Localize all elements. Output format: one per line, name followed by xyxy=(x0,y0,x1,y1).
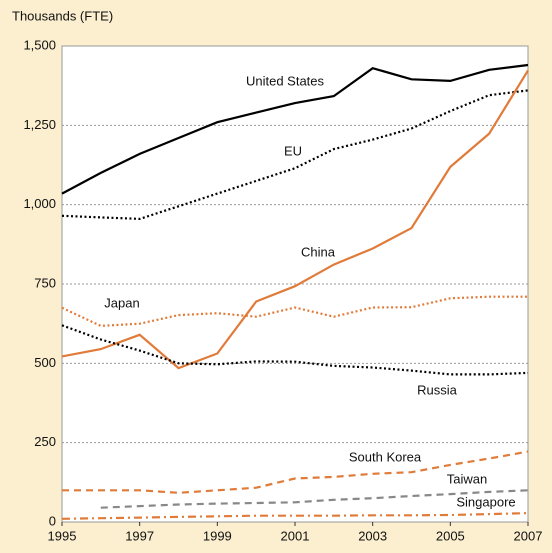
y-tick-label: 250 xyxy=(34,434,56,449)
x-tick-label: 1999 xyxy=(203,528,232,543)
series-line xyxy=(61,69,529,370)
y-tick-label: 500 xyxy=(34,355,56,370)
series-label: EU xyxy=(284,143,302,158)
series-line xyxy=(61,324,529,376)
x-tick-label: 2005 xyxy=(436,528,465,543)
series-line xyxy=(61,295,528,328)
y-axis-label: Thousands (FTE) xyxy=(12,8,113,23)
series-line xyxy=(61,512,529,520)
y-tick-label: 0 xyxy=(49,513,56,528)
series-line xyxy=(61,89,529,221)
series-label: United States xyxy=(246,73,325,88)
series-label: China xyxy=(301,244,336,259)
y-tick-label: 1,500 xyxy=(23,37,56,52)
series-label: South Korea xyxy=(349,449,422,464)
series-line xyxy=(61,63,529,195)
y-tick-label: 1,250 xyxy=(23,117,56,132)
x-tick-label: 2007 xyxy=(514,528,543,543)
series-label: Taiwan xyxy=(447,471,487,486)
x-tick-label: 1997 xyxy=(125,528,154,543)
x-tick-label: 2001 xyxy=(281,528,310,543)
series-label: Japan xyxy=(104,295,139,310)
series-label: Singapore xyxy=(456,494,515,509)
y-tick-label: 750 xyxy=(34,275,56,290)
x-tick-label: 1995 xyxy=(48,528,77,543)
y-tick-label: 1,000 xyxy=(23,196,56,211)
series-line xyxy=(62,450,529,494)
series-label: Russia xyxy=(417,382,458,397)
x-tick-label: 2003 xyxy=(358,528,387,543)
